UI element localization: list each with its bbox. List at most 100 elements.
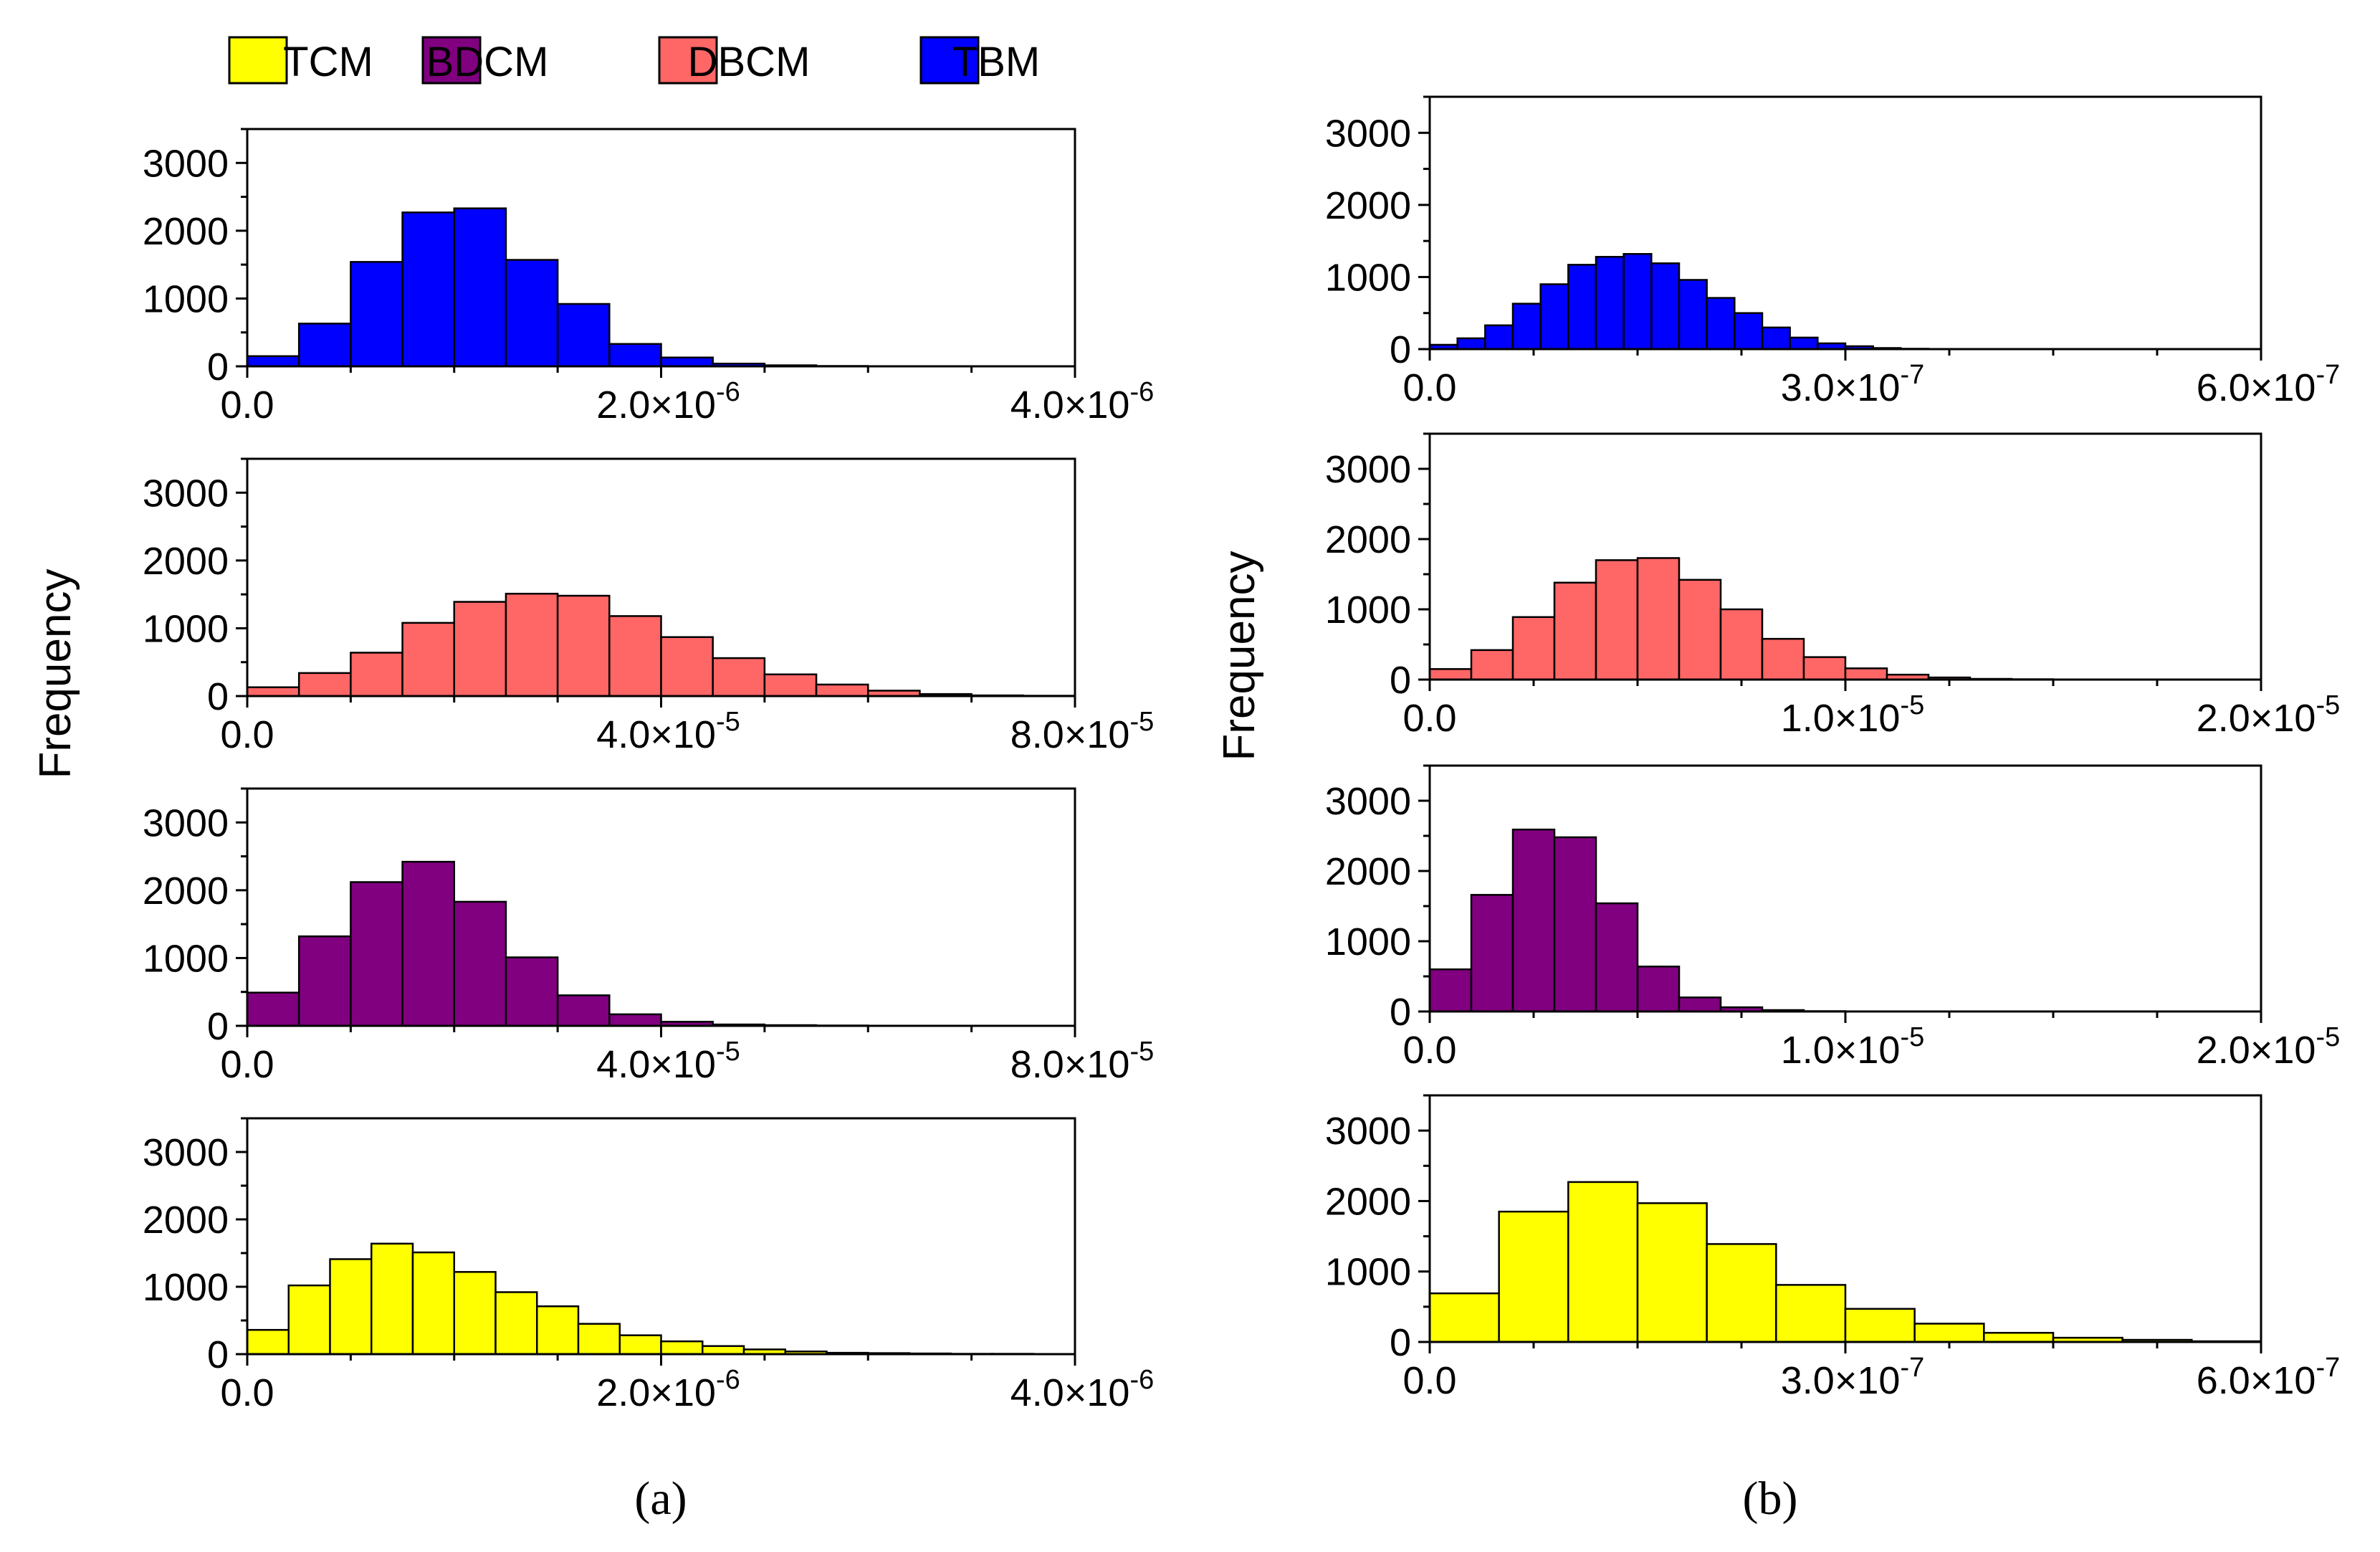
- y-tick-label-b1-0: 0: [1390, 328, 1411, 371]
- bar-a3-0: [247, 993, 299, 1026]
- x-tick-label-b4-0: 0.0: [1402, 1359, 1456, 1402]
- bar-b1-11: [1734, 313, 1762, 349]
- bar-b2-3: [1554, 583, 1596, 680]
- bar-a2-2: [350, 652, 402, 696]
- x-tick-label-b1-2: 6.0×10-7: [2197, 360, 2340, 409]
- bar-b2-4: [1596, 560, 1638, 680]
- bar-a3-1: [299, 936, 350, 1026]
- legend-label-bdcm: BDCM: [426, 39, 549, 85]
- y-tick-label-b3-1: 1000: [1325, 920, 1411, 963]
- x-tick-label-a1-2: 4.0×10-6: [1010, 377, 1154, 427]
- bar-b2-2: [1513, 617, 1554, 680]
- bar-a4-0: [247, 1330, 289, 1354]
- bar-b4-3: [1638, 1203, 1707, 1342]
- bar-b1-10: [1707, 298, 1735, 349]
- bar-a2-4: [454, 602, 506, 696]
- bar-b4-2: [1568, 1182, 1638, 1342]
- y-tick-label-b4-2: 2000: [1325, 1180, 1411, 1223]
- y-tick-label-b2-1: 1000: [1325, 589, 1411, 632]
- y-tick-label-b2-2: 2000: [1325, 518, 1411, 561]
- bar-a2-11: [816, 685, 868, 696]
- x-tick-label-b4-1: 3.0×10-7: [1781, 1353, 1924, 1402]
- bar-b1-7: [1624, 254, 1652, 349]
- y-tick-label-a2-1: 1000: [143, 607, 229, 650]
- bar-a2-10: [765, 675, 816, 696]
- bar-b4-0: [1430, 1293, 1499, 1342]
- x-tick-label-a4-0: 0.0: [220, 1371, 274, 1414]
- bar-b4-5: [1776, 1285, 1845, 1342]
- y-tick-label-a4-3: 3000: [143, 1131, 229, 1174]
- bar-a1-5: [506, 260, 558, 366]
- y-tick-label-b2-3: 3000: [1325, 448, 1411, 491]
- bar-b3-3: [1554, 837, 1596, 1011]
- y-tick-label-b1-2: 2000: [1325, 184, 1411, 227]
- bar-b3-6: [1679, 997, 1721, 1011]
- bar-b1-2: [1485, 325, 1513, 349]
- bar-a1-0: [247, 356, 299, 366]
- x-tick-label-b1-0: 0.0: [1402, 366, 1456, 409]
- bar-a4-10: [661, 1341, 703, 1354]
- bar-a1-2: [350, 262, 402, 366]
- x-tick-label-a4-1: 2.0×10-6: [596, 1365, 740, 1414]
- y-tick-label-a1-1: 1000: [143, 277, 229, 320]
- bar-a4-8: [578, 1324, 620, 1354]
- bar-a2-8: [661, 637, 713, 696]
- y-tick-label-a1-0: 0: [207, 346, 229, 389]
- x-tick-label-b2-2: 2.0×10-5: [2197, 690, 2340, 740]
- bar-a3-7: [609, 1014, 661, 1026]
- y-tick-label-a1-2: 2000: [143, 210, 229, 253]
- y-tick-label-b4-1: 1000: [1325, 1251, 1411, 1294]
- y-axis-label-left: Frequency: [31, 569, 80, 779]
- bar-a3-6: [558, 995, 609, 1026]
- y-tick-label-a3-2: 2000: [143, 870, 229, 913]
- x-tick-label-b2-1: 1.0×10-5: [1781, 690, 1924, 740]
- x-tick-label-a2-0: 0.0: [220, 713, 274, 756]
- y-tick-label-b1-1: 1000: [1325, 256, 1411, 299]
- bar-b1-5: [1568, 265, 1596, 349]
- bar-a4-3: [371, 1244, 413, 1354]
- bar-a4-6: [496, 1292, 537, 1354]
- bar-a1-6: [558, 304, 609, 366]
- legend-label-tbm: TBM: [952, 39, 1040, 85]
- y-tick-label-a2-2: 2000: [143, 540, 229, 583]
- x-tick-label-a2-2: 8.0×10-5: [1010, 707, 1154, 756]
- bar-b1-8: [1651, 263, 1679, 349]
- y-tick-label-b3-2: 2000: [1325, 850, 1411, 893]
- x-tick-label-b2-0: 0.0: [1402, 697, 1456, 740]
- y-tick-label-a2-3: 3000: [143, 472, 229, 515]
- legend-swatch-tcm: [229, 37, 287, 83]
- x-tick-label-b3-1: 1.0×10-5: [1781, 1022, 1924, 1072]
- y-tick-label-b2-0: 0: [1390, 659, 1411, 702]
- bar-b2-5: [1638, 558, 1679, 680]
- bar-b4-6: [1845, 1309, 1915, 1342]
- bar-a4-1: [289, 1285, 330, 1354]
- panel-label-b: (b): [1743, 1472, 1798, 1525]
- bar-b1-13: [1790, 338, 1818, 349]
- y-tick-label-b1-3: 3000: [1325, 112, 1411, 155]
- bar-b2-1: [1471, 650, 1513, 680]
- y-tick-label-a3-3: 3000: [143, 801, 229, 844]
- histogram-b2-dbcm: 0 1000 2000 3000 0.0 1.0×10-5 2.0×10-5: [1325, 434, 2340, 740]
- bar-b2-8: [1762, 639, 1804, 680]
- x-tick-label-a1-0: 0.0: [220, 384, 274, 427]
- bar-a3-5: [506, 957, 558, 1026]
- bar-a2-7: [609, 616, 661, 696]
- bar-a2-0: [247, 687, 299, 696]
- y-tick-label-a2-0: 0: [207, 675, 229, 718]
- x-tick-label-a4-2: 4.0×10-6: [1010, 1365, 1154, 1414]
- bar-a4-11: [702, 1346, 744, 1354]
- bar-a4-4: [413, 1252, 454, 1354]
- x-tick-label-a3-0: 0.0: [220, 1043, 274, 1086]
- panel-label-a: (a): [634, 1472, 687, 1525]
- x-tick-label-b3-0: 0.0: [1402, 1029, 1456, 1072]
- bar-a4-5: [454, 1272, 496, 1354]
- bar-a2-9: [713, 658, 765, 696]
- y-tick-label-b3-3: 3000: [1325, 780, 1411, 823]
- x-tick-label-a1-1: 2.0×10-6: [596, 377, 740, 427]
